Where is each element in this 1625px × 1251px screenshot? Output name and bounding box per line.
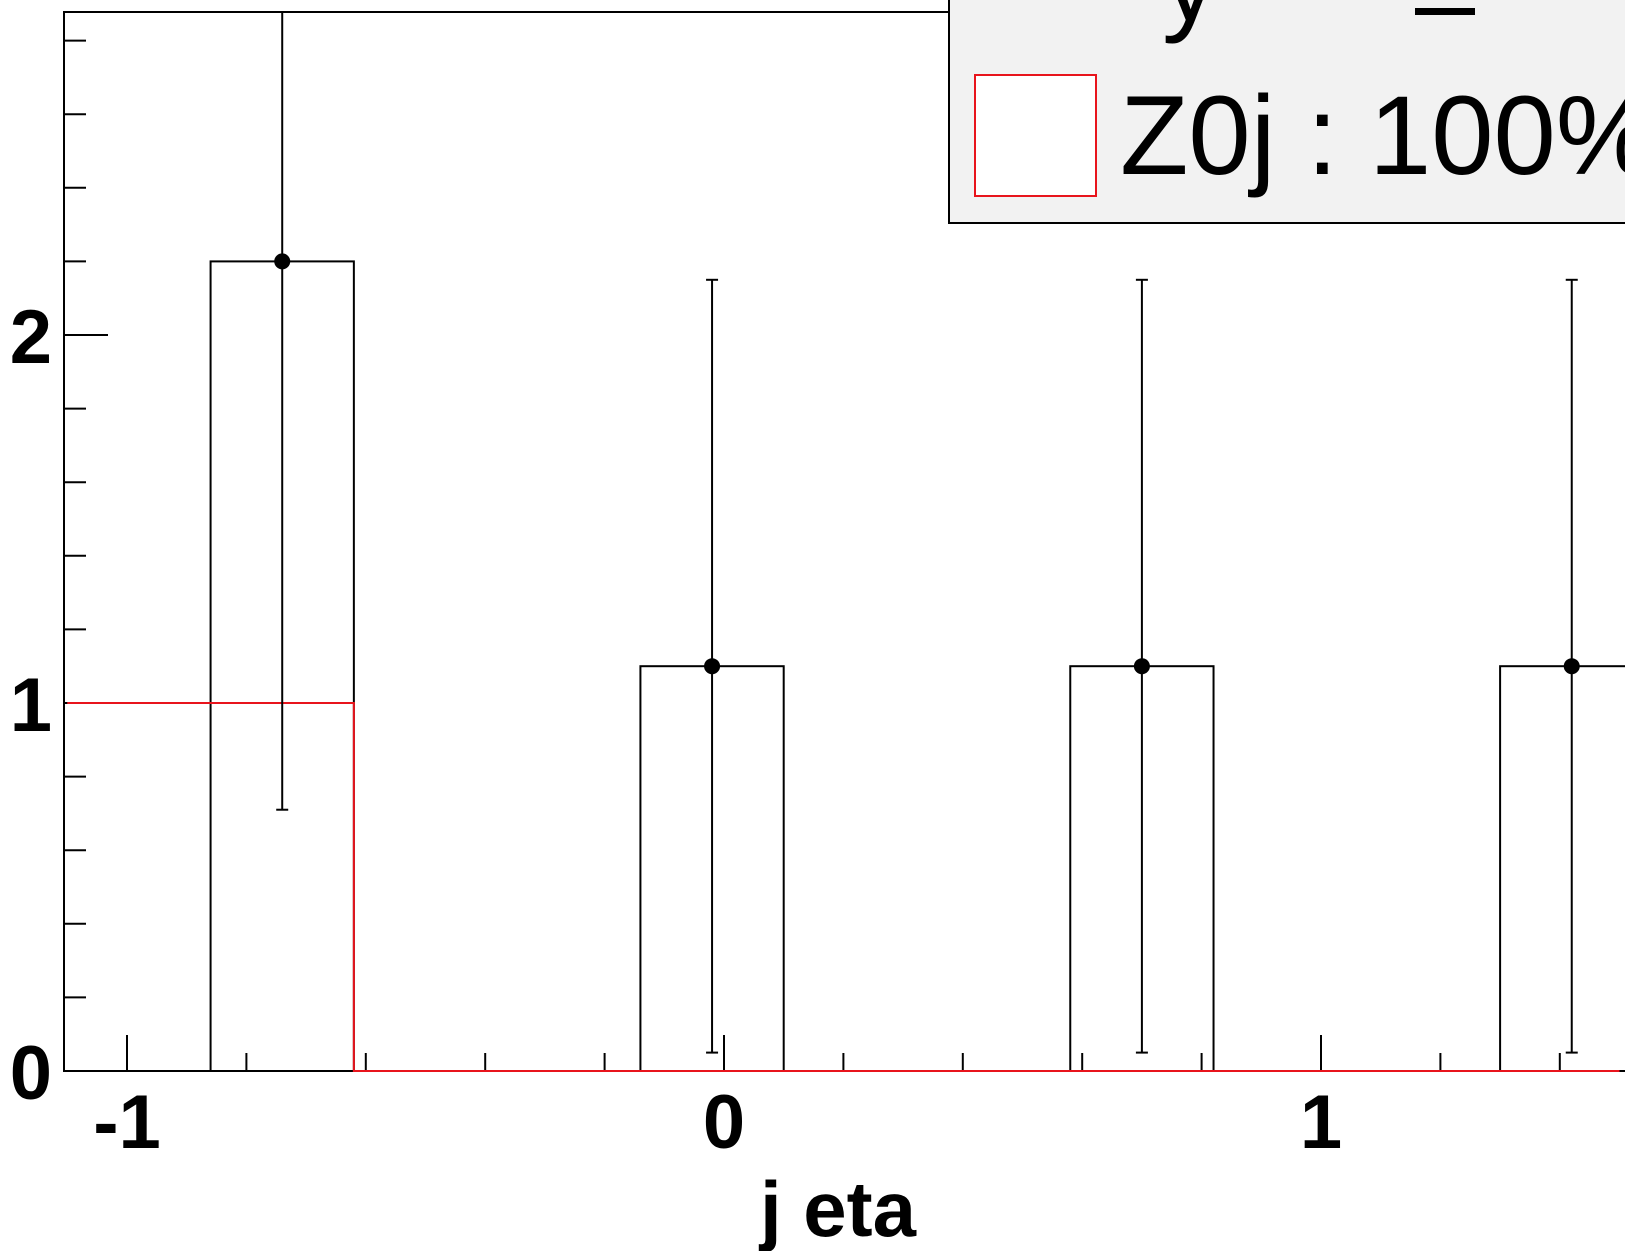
data-point: [274, 253, 291, 270]
z0j-step-line: [67, 702, 1620, 1072]
data-point: [1563, 658, 1580, 675]
y-tick-label: 1: [10, 663, 52, 748]
y-axis-ticks: 0 1 2: [10, 39, 108, 1116]
data-point: [1133, 658, 1150, 675]
data-point: [704, 658, 721, 675]
legend-swatch-z0j: [974, 74, 1097, 197]
y-tick-label: 0: [10, 1031, 52, 1116]
x-axis-ticks: -1 0 1: [93, 1035, 1561, 1165]
legend-label-z0j: Z0j : 100%: [1120, 73, 1625, 198]
legend-partial-text: y: [1162, 0, 1218, 44]
x-tick-label: 0: [703, 1080, 745, 1165]
legend: y Z0j : 100%: [948, 0, 1625, 224]
error-bars: [274, 12, 1580, 1054]
y-tick-label: 2: [10, 295, 52, 380]
legend-partial-marker: [1415, 8, 1475, 15]
x-tick-label: -1: [93, 1080, 161, 1165]
x-axis-title: j eta: [758, 1165, 917, 1251]
z0j-step-series: [67, 702, 1620, 1072]
x-tick-label: 1: [1300, 1080, 1342, 1165]
